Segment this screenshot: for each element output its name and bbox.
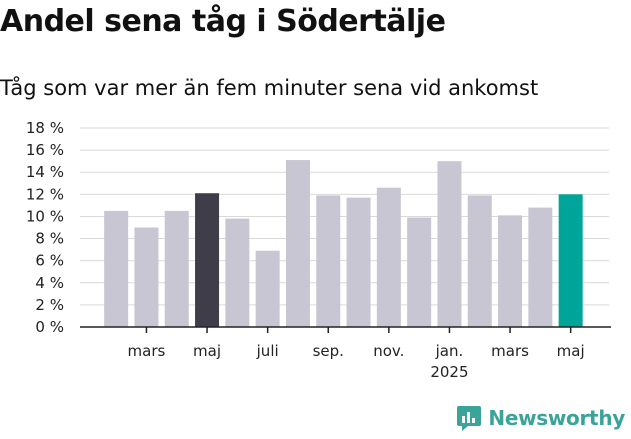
y-tick-label: 10 % [26,207,64,225]
bar [407,217,432,327]
y-tick-label: 14 % [26,163,64,181]
x-tick-label: jan. [435,342,464,360]
bar [528,207,553,327]
x-tick-label: mars [128,342,166,360]
y-tick-label: 2 % [35,296,64,314]
y-tick-label: 12 % [26,185,64,203]
bar [195,193,220,327]
bar [498,215,523,327]
chart-subtitle: Tåg som var mer än fem minuter sena vid … [0,76,539,100]
x-tick-label: nov. [373,342,404,360]
x-tick-label: mars [491,342,529,360]
bar [316,195,341,327]
y-tick-label: 6 % [35,252,64,270]
y-tick-label: 8 % [35,230,64,248]
bar [376,187,401,327]
brand-logo: Newsworthy [456,403,625,433]
bar [164,210,189,327]
chart-title: Andel sena tåg i Södertälje [0,4,446,39]
bar [437,161,462,327]
x-tick-sublabel: 2025 [430,363,468,381]
y-tick-label: 4 % [35,274,64,292]
x-axis-ticks: mars maj juli sep. nov. jan. 2025 mars maj [128,327,585,381]
bar [285,160,310,327]
x-tick-label: sep. [313,342,344,360]
y-tick-label: 0 % [35,318,64,336]
y-tick-label: 16 % [26,141,64,159]
x-tick-label: maj [193,342,221,360]
bar [467,195,492,327]
bar [558,194,583,327]
x-tick-label: maj [557,342,585,360]
bars [104,160,583,327]
x-tick-label: juli [256,342,279,360]
newsworthy-logo-icon [457,406,482,431]
y-tick-label: 18 % [26,119,64,137]
y-axis-ticks: 0 % 2 % 4 % 6 % 8 % 10 % 12 % 14 % 16 % 18 % [26,119,64,336]
bar [134,227,159,327]
brand-name: Newsworthy [488,406,625,430]
bar [104,210,129,327]
bar [225,218,250,327]
bar [255,250,280,327]
bar [346,197,371,327]
